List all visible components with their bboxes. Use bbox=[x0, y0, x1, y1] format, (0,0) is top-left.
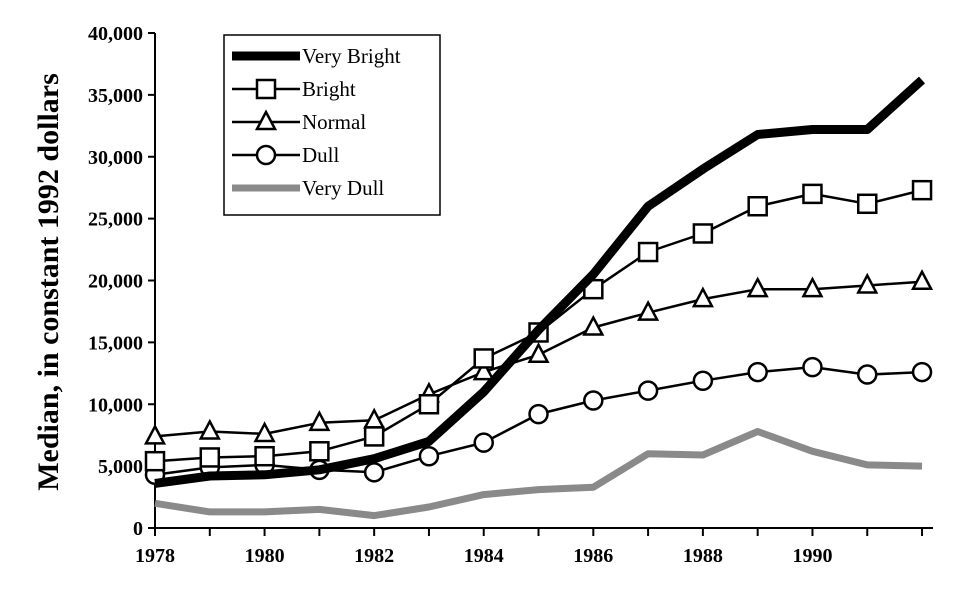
normal-point bbox=[143, 423, 167, 445]
x-tick-label: 1986 bbox=[573, 545, 613, 567]
axes: 0 5,000 10,000 15,000 20,000 25,000 30,000 35,0… bbox=[88, 23, 933, 567]
normal-point bbox=[582, 314, 605, 336]
legend-label: Bright bbox=[302, 77, 356, 101]
y-tick-label: 20,000 bbox=[88, 271, 143, 293]
y-tick-label: 25,000 bbox=[88, 209, 143, 231]
bright-point bbox=[857, 193, 878, 215]
dull-point bbox=[418, 445, 440, 467]
normal-point bbox=[801, 276, 824, 298]
bright-point bbox=[309, 441, 330, 462]
series-normal bbox=[143, 269, 934, 445]
bright-point bbox=[363, 426, 385, 447]
bright-point bbox=[637, 241, 659, 263]
normal-point bbox=[637, 300, 660, 321]
dull-point bbox=[692, 370, 714, 391]
bright-point bbox=[747, 196, 768, 217]
normal-point bbox=[198, 418, 221, 440]
normal-point bbox=[472, 359, 495, 381]
normal-point bbox=[910, 269, 934, 290]
bright-point bbox=[911, 179, 933, 201]
legend-marker bbox=[254, 109, 278, 131]
y-tick-label: 15,000 bbox=[88, 332, 143, 354]
y-tick-label: 0 bbox=[133, 518, 143, 540]
x-tick-label: 1984 bbox=[464, 545, 504, 567]
bright-point bbox=[254, 445, 275, 467]
very-dull-line bbox=[154, 428, 923, 520]
dull-point bbox=[637, 380, 659, 401]
bright-point bbox=[418, 394, 440, 415]
normal-point bbox=[363, 407, 386, 429]
very-bright-line bbox=[154, 76, 926, 488]
bright-point bbox=[692, 223, 714, 244]
legend-item-very-dull: Very Dull bbox=[232, 176, 384, 200]
normal-point bbox=[746, 276, 769, 298]
x-tick-label: 1988 bbox=[683, 545, 723, 567]
legend-item-dull: Dull bbox=[232, 143, 340, 167]
dull-point bbox=[528, 403, 549, 425]
dull-point bbox=[473, 432, 494, 453]
legend-item-bright: Bright bbox=[232, 77, 356, 101]
legend-label: Very Dull bbox=[302, 176, 384, 200]
legend-item-normal: Normal bbox=[232, 109, 366, 134]
legend-marker bbox=[255, 78, 277, 100]
y-tick-label: 10,000 bbox=[88, 394, 143, 416]
legend-label: Normal bbox=[302, 110, 366, 134]
normal-point bbox=[308, 410, 331, 432]
normal-point bbox=[253, 421, 276, 443]
bright-point bbox=[473, 348, 494, 369]
x-tick-label: 1982 bbox=[354, 545, 394, 567]
legend: Very Bright Bright Normal Dull Very Dull bbox=[223, 34, 441, 216]
dull-point bbox=[911, 361, 933, 383]
series-very-dull bbox=[154, 428, 923, 520]
normal-point bbox=[856, 272, 879, 294]
x-tick-label: 1978 bbox=[135, 545, 175, 567]
y-tick-label: 5,000 bbox=[98, 456, 143, 478]
series-layer bbox=[143, 76, 934, 520]
legend-marker bbox=[255, 144, 277, 166]
y-axis-title: Median, in constant 1992 dollars bbox=[32, 73, 65, 491]
normal-point bbox=[691, 286, 714, 308]
x-tick-label: 1980 bbox=[245, 545, 285, 567]
bright-point bbox=[802, 183, 823, 205]
dull-point bbox=[857, 364, 878, 385]
bright-point bbox=[199, 447, 221, 468]
bright-point bbox=[144, 450, 166, 472]
legend-label: Very Bright bbox=[302, 44, 401, 68]
dull-point bbox=[583, 390, 604, 411]
dull-point bbox=[363, 462, 385, 483]
x-tick-label: 1990 bbox=[792, 545, 832, 567]
y-tick-label: 30,000 bbox=[88, 147, 143, 169]
legend-item-very-bright: Very Bright bbox=[232, 44, 401, 68]
normal-point bbox=[527, 342, 550, 363]
legend-label: Dull bbox=[302, 143, 340, 167]
y-tick-label: 35,000 bbox=[88, 85, 143, 107]
series-very-bright bbox=[154, 76, 926, 488]
y-tick-label: 40,000 bbox=[88, 23, 143, 45]
dull-point bbox=[747, 361, 768, 383]
dull-point bbox=[802, 356, 823, 378]
